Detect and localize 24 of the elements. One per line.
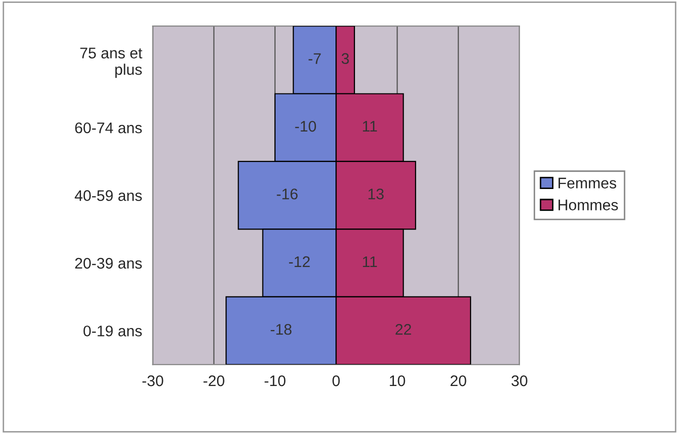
x-tick-label: -20 [204, 375, 224, 386]
data-label: -7 [308, 53, 321, 64]
data-label: 3 [342, 53, 349, 64]
x-tick-label: 10 [390, 375, 406, 386]
y-tick-label: 40-59 ans [74, 190, 142, 201]
y-tick-label: 60-74 ans [75, 122, 142, 134]
data-label: -16 [276, 188, 298, 200]
legend-label: Femmes [558, 178, 616, 188]
y-tick-label: 20-39 ans [75, 258, 142, 269]
data-label: -12 [289, 256, 310, 267]
data-label: 11 [362, 121, 377, 132]
data-label: 11 [362, 256, 377, 267]
x-tick-label: 0 [332, 375, 340, 386]
data-label: 22 [396, 324, 412, 335]
legend-label: Hommes [558, 200, 618, 210]
y-tick-label: 0-19 ans [84, 326, 142, 336]
data-label: 13 [368, 188, 384, 200]
x-tick-label: 20 [450, 375, 466, 386]
x-tick-label: 30 [512, 375, 528, 386]
x-tick-label: -10 [264, 375, 286, 386]
x-tick-label: -30 [142, 375, 164, 386]
data-label: -18 [270, 324, 292, 335]
data-label: -10 [295, 120, 316, 132]
y-tick-label: 75 ans et plus [80, 48, 142, 78]
